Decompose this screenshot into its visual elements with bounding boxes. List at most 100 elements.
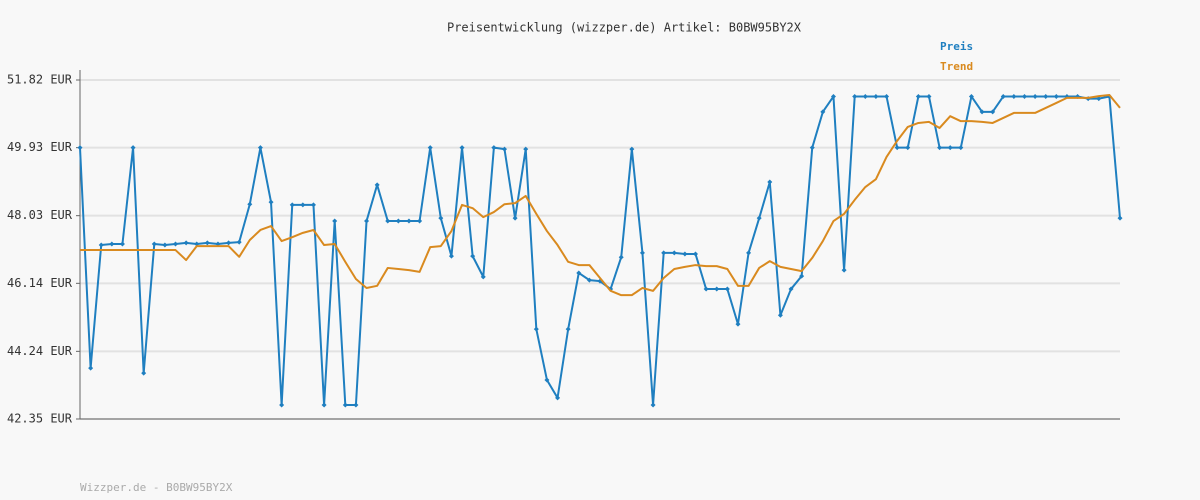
point <box>1043 93 1049 99</box>
point <box>141 370 147 376</box>
footer: Wizzper.de - B0BW95BY2X <box>80 481 233 494</box>
point <box>109 241 115 247</box>
point <box>268 199 274 205</box>
point <box>788 286 794 292</box>
point <box>491 145 497 151</box>
point <box>427 145 433 151</box>
point <box>884 93 890 99</box>
point <box>151 241 157 247</box>
point <box>565 326 571 332</box>
point <box>830 93 836 99</box>
point <box>714 286 720 292</box>
point <box>533 326 539 332</box>
y-tick-label: 51.82 EUR <box>7 73 73 87</box>
point <box>777 312 783 318</box>
y-tick-label: 42.35 EUR <box>7 412 73 426</box>
point <box>1053 93 1059 99</box>
point <box>799 273 805 279</box>
point <box>119 241 125 247</box>
point <box>1096 96 1102 102</box>
point <box>767 179 773 185</box>
point <box>523 146 529 152</box>
point <box>279 402 285 408</box>
point <box>629 146 635 152</box>
legend-label: Preis <box>940 40 973 53</box>
point <box>1032 93 1038 99</box>
point <box>926 93 932 99</box>
point <box>852 93 858 99</box>
point <box>544 377 550 383</box>
point <box>77 145 83 151</box>
point <box>979 109 985 115</box>
point <box>247 201 253 207</box>
point <box>353 402 359 408</box>
point <box>618 254 624 260</box>
point <box>406 218 412 224</box>
point <box>438 215 444 221</box>
point <box>321 402 327 408</box>
point <box>703 286 709 292</box>
point <box>576 270 582 276</box>
y-tick-label: 48.03 EUR <box>7 208 73 222</box>
point <box>501 146 507 152</box>
point <box>947 145 953 151</box>
point <box>173 241 179 247</box>
point <box>374 182 380 188</box>
point <box>204 240 210 246</box>
point <box>958 145 964 151</box>
point <box>746 250 752 256</box>
point <box>639 250 645 256</box>
point <box>342 402 348 408</box>
point <box>459 145 465 151</box>
point <box>162 242 168 248</box>
point <box>512 215 518 221</box>
point <box>724 286 730 292</box>
point <box>862 93 868 99</box>
point <box>661 250 667 256</box>
series-line <box>80 94 1121 297</box>
point <box>364 218 370 224</box>
point <box>226 240 232 246</box>
point <box>693 251 699 257</box>
point <box>470 253 476 259</box>
point <box>915 93 921 99</box>
point <box>257 145 263 151</box>
point <box>990 109 996 115</box>
point <box>820 109 826 115</box>
point <box>98 242 104 248</box>
point <box>130 145 136 151</box>
point <box>1021 93 1027 99</box>
point <box>448 253 454 259</box>
point <box>841 267 847 273</box>
point <box>905 145 911 151</box>
point <box>735 321 741 327</box>
point <box>1000 93 1006 99</box>
point <box>682 251 688 257</box>
point <box>236 239 242 245</box>
point <box>332 218 338 224</box>
point <box>586 277 592 283</box>
point <box>417 218 423 224</box>
chart-title: Preisentwicklung (wizzper.de) Artikel: B… <box>447 21 802 35</box>
point <box>671 250 677 256</box>
point <box>385 218 391 224</box>
point <box>183 240 189 246</box>
point <box>300 202 306 208</box>
point <box>756 215 762 221</box>
point <box>395 218 401 224</box>
point <box>873 93 879 99</box>
point <box>894 145 900 151</box>
y-tick-label: 49.93 EUR <box>7 140 73 154</box>
point <box>310 202 316 208</box>
point <box>289 202 295 208</box>
point <box>937 145 943 151</box>
legend-label: Trend <box>940 60 973 73</box>
point <box>88 365 94 371</box>
point <box>1117 215 1123 221</box>
point <box>650 402 656 408</box>
point <box>1011 93 1017 99</box>
point <box>809 145 815 151</box>
